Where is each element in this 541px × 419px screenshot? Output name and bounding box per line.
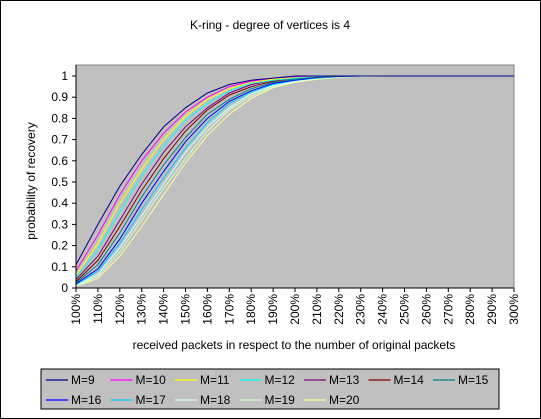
- axes-layer: 0 0.1 0.2 0.3 0.4 0.5 0.6 0.7 0.8 0.9 1 100% 110% 120…: [51, 65, 521, 325]
- legend-label-m20: M=20: [329, 393, 360, 407]
- legend-label-m11: M=11: [200, 373, 230, 387]
- legend: [40, 368, 500, 410]
- legend-entries: M=9 M=10 M=11 M=12 M=13 M=14 M=15 M=16 M=17 M=18 M…: [46, 373, 489, 407]
- x-tick-label: 150%: [179, 294, 193, 325]
- x-tick-label: 220%: [332, 294, 346, 325]
- x-tick-label: 200%: [288, 294, 302, 325]
- x-tick-label: 260%: [419, 294, 433, 325]
- y-tick-label: 0: [61, 281, 68, 295]
- legend-label-m18: M=18: [200, 393, 231, 407]
- legend-label-m17: M=17: [136, 393, 167, 407]
- legend-label-m16: M=16: [71, 393, 102, 407]
- x-tick-label: 170%: [222, 294, 236, 325]
- x-tick-label: 250%: [398, 294, 412, 325]
- x-tick-label: 180%: [244, 294, 258, 325]
- x-tick-label: 100%: [69, 294, 83, 325]
- x-tick-label: 120%: [113, 294, 127, 325]
- y-tick-label: 0.5: [51, 175, 68, 189]
- x-tick-label: 160%: [200, 294, 214, 325]
- x-tick-label: 110%: [91, 294, 105, 324]
- y-tick-label: 0.9: [51, 90, 68, 104]
- x-tick-label: 240%: [376, 294, 390, 325]
- y-tick-label: 0.3: [51, 217, 68, 231]
- x-tick-label: 230%: [354, 294, 368, 325]
- y-tick-label: 1: [61, 69, 68, 83]
- plot-area: [75, 64, 515, 289]
- y-tick-label: 0.2: [51, 239, 68, 253]
- y-tick-label: 0.8: [51, 111, 68, 125]
- x-tick-label: 270%: [441, 294, 455, 325]
- y-tick-label: 0.7: [51, 133, 68, 147]
- series-line-m9: [75, 75, 514, 265]
- legend-label-m14: M=14: [394, 373, 425, 387]
- x-tick-label: 130%: [135, 294, 149, 325]
- y-tick-label: 0.4: [51, 196, 68, 210]
- x-tick-label: 300%: [507, 294, 521, 325]
- x-tick-label: 190%: [266, 294, 280, 325]
- chart-title: K-ring - degree of vertices is 4: [190, 18, 350, 32]
- legend-label-m13: M=13: [329, 373, 360, 387]
- legend-label-m10: M=10: [136, 373, 167, 387]
- y-tick-label: 0.1: [51, 260, 68, 274]
- x-tick-label: 280%: [463, 294, 477, 325]
- legend-label-m12: M=12: [265, 373, 296, 387]
- x-tick-label: 210%: [310, 294, 324, 325]
- y-tick-label: 0.6: [51, 154, 68, 168]
- x-tick-label: 290%: [485, 294, 499, 325]
- x-axis-title: received packets in respect to the numbe…: [133, 338, 456, 352]
- y-axis-title: probability of recovery: [24, 122, 38, 239]
- legend-label-m19: M=19: [265, 393, 296, 407]
- series-layer: [75, 75, 514, 287]
- legend-label-m15: M=15: [458, 373, 489, 387]
- legend-label-m9: M=9: [71, 373, 95, 387]
- x-tick-label: 140%: [157, 294, 171, 325]
